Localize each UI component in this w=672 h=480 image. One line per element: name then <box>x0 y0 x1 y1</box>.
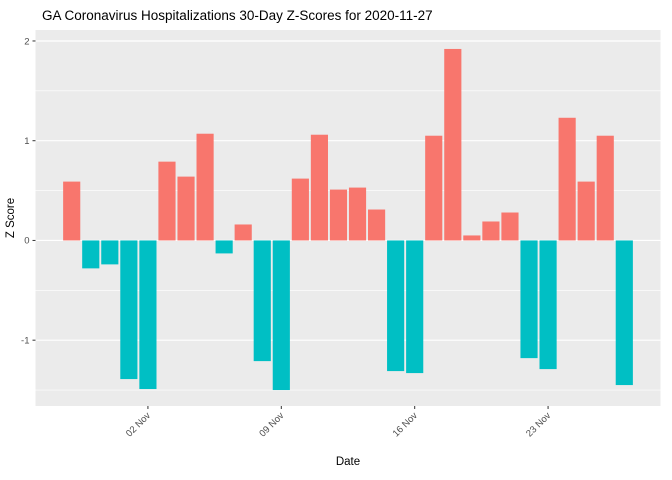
bar-2020-11-18 <box>444 48 462 241</box>
bar-2020-11-27 <box>615 240 633 386</box>
bar-2020-11-12 <box>329 189 348 241</box>
bar-2020-11-10 <box>291 178 309 241</box>
x-tick-label: 16 Nov <box>391 410 420 439</box>
bar-2020-11-24 <box>558 117 576 241</box>
bar-2020-11-16 <box>406 240 424 374</box>
y-tick-label: 2 <box>24 36 29 47</box>
bar-2020-10-29 <box>63 181 81 241</box>
chart-title: GA Coronavirus Hospitalizations 30-Day Z… <box>42 8 433 23</box>
bar-2020-11-17 <box>425 135 443 241</box>
x-tick-label: 09 Nov <box>257 410 286 439</box>
bar-2020-11-14 <box>368 209 386 241</box>
y-tick-label: 1 <box>24 136 29 147</box>
bar-2020-11-22 <box>520 240 538 359</box>
bar-2020-11-08 <box>253 240 271 362</box>
y-tick-label: -1 <box>21 336 29 347</box>
bar-2020-11-04 <box>177 176 195 241</box>
bar-2020-10-31 <box>101 240 119 265</box>
y-axis-title: Z Score <box>5 198 17 238</box>
bar-2020-11-25 <box>577 181 595 241</box>
bar-2020-11-19 <box>463 235 481 241</box>
bar-2020-11-11 <box>310 134 328 241</box>
bar-2020-11-09 <box>272 240 290 391</box>
x-tick-label: 23 Nov <box>524 410 553 439</box>
bar-2020-11-21 <box>501 212 519 241</box>
bars <box>63 48 633 391</box>
bar-2020-11-01 <box>120 240 138 380</box>
x-tick-label: 02 Nov <box>124 410 153 439</box>
bar-2020-11-26 <box>596 135 614 241</box>
bar-2020-11-02 <box>139 240 157 390</box>
bar-2020-11-06 <box>215 240 233 254</box>
bar-2020-10-30 <box>82 240 100 269</box>
bar-2020-11-05 <box>196 133 214 241</box>
bar-2020-11-13 <box>348 187 367 241</box>
x-axis-title: Date <box>336 456 360 468</box>
bar-2020-11-07 <box>234 224 252 241</box>
bar-2020-11-03 <box>158 161 176 241</box>
bar-2020-11-15 <box>387 240 405 372</box>
bar-2020-11-23 <box>539 240 557 370</box>
y-tick-label: 0 <box>24 236 29 247</box>
bar-2020-11-20 <box>482 221 500 241</box>
